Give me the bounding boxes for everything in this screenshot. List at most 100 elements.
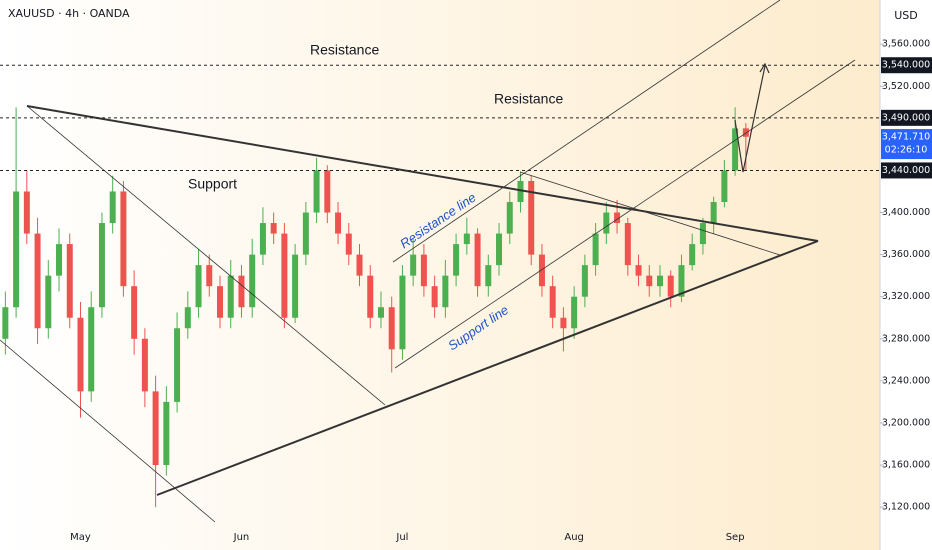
candle-body xyxy=(410,254,417,276)
level-box xyxy=(881,57,932,74)
candle-body xyxy=(474,233,481,287)
arrow-head xyxy=(759,62,770,74)
candle-body xyxy=(657,275,663,287)
candle-body xyxy=(463,233,470,245)
x-tick-label: Jul xyxy=(395,532,408,543)
level-box xyxy=(881,162,932,179)
y-tick-label: 3,560.000 xyxy=(882,39,930,50)
candle-body xyxy=(485,265,492,287)
candle-body xyxy=(431,286,438,308)
y-tick-label: 3,360.000 xyxy=(882,249,930,260)
level-label: 3,440.000 xyxy=(882,165,930,176)
candle-body xyxy=(292,254,299,318)
candle-body xyxy=(34,233,41,329)
candle-body xyxy=(98,223,105,308)
candle-body xyxy=(571,296,578,329)
candle-body xyxy=(131,286,138,339)
chart-title: XAUUSD · 4h · OANDA xyxy=(8,7,130,20)
level-label: 3,540.000 xyxy=(882,60,930,71)
candle-body xyxy=(603,212,610,234)
candle-body xyxy=(420,254,427,287)
candle-body xyxy=(356,254,363,276)
candle-body xyxy=(538,254,545,287)
triangle-lower xyxy=(156,240,819,496)
candle-body xyxy=(614,212,621,224)
candle-body xyxy=(699,223,706,245)
candle-body xyxy=(313,170,320,213)
channel-line xyxy=(26,105,386,406)
annotation: Resistance xyxy=(494,91,563,107)
candle-body xyxy=(377,307,384,318)
tick-layer: 3,120.000 3,160.000 3,200.000 3,240.000 3,28… xyxy=(70,39,930,543)
candle-body xyxy=(624,223,631,266)
candle-body xyxy=(592,233,599,266)
candle-body xyxy=(667,275,674,297)
candle-body xyxy=(23,191,30,234)
annotation: Resistance xyxy=(310,42,379,58)
x-tick-label: Jun xyxy=(233,532,250,543)
candle-body xyxy=(496,233,503,266)
candle-body xyxy=(259,223,266,255)
triangle-upper xyxy=(26,105,819,242)
candle-body xyxy=(109,191,116,224)
level-box xyxy=(881,109,932,126)
candle-body xyxy=(646,275,653,287)
candle-body xyxy=(227,275,234,318)
candle-body xyxy=(581,265,588,297)
candle-body xyxy=(345,233,352,255)
candle-body xyxy=(152,391,159,466)
candle-body xyxy=(689,244,696,266)
candle-layer xyxy=(2,107,749,508)
candle-body xyxy=(174,328,181,402)
candle-body xyxy=(88,307,95,392)
candle-body xyxy=(141,338,148,392)
candle-body xyxy=(2,307,9,339)
candle-body xyxy=(528,180,535,255)
resistance-line xyxy=(392,0,781,263)
x-tick-label: Sep xyxy=(726,532,745,543)
candle-body xyxy=(335,212,342,234)
candle-body xyxy=(184,307,191,329)
candle-body xyxy=(281,233,288,318)
support-line xyxy=(394,59,856,369)
plot-background xyxy=(0,0,880,550)
y-tick-label: 3,120.000 xyxy=(882,502,930,513)
projection-arrow xyxy=(734,65,766,173)
candle-body xyxy=(163,401,170,466)
candle-body xyxy=(206,265,213,287)
candle-body xyxy=(399,275,406,350)
candle-body xyxy=(742,128,749,137)
y-tick-label: 3,400.000 xyxy=(882,207,930,218)
y-tick-label: 3,280.000 xyxy=(882,333,930,344)
candle-body xyxy=(560,317,567,329)
candle-body xyxy=(367,275,374,318)
candle-body xyxy=(13,191,20,308)
candle-body xyxy=(442,275,449,308)
y-tick-label: 3,160.000 xyxy=(882,460,930,471)
y-axis-background xyxy=(880,0,932,550)
x-tick-label: May xyxy=(70,532,91,543)
candle-body xyxy=(217,286,223,318)
candle-body xyxy=(732,128,739,171)
price-box xyxy=(881,129,932,160)
y-axis-label: USD xyxy=(894,9,918,22)
channel-line xyxy=(0,339,216,523)
countdown: 02:26:10 xyxy=(885,145,928,156)
candle-body xyxy=(238,275,245,308)
candle-body xyxy=(678,265,685,297)
candle-body xyxy=(517,180,524,203)
candle-body xyxy=(56,244,63,276)
annotation: Support xyxy=(188,176,237,192)
drawings xyxy=(0,0,856,523)
candle-body xyxy=(195,265,202,308)
candle-body xyxy=(710,202,717,224)
level-layer: 3,540.000 3,490.000 3,440.000 3,471.710 02:2… xyxy=(0,57,932,179)
y-tick-label: 3,240.000 xyxy=(882,375,930,386)
candle-body xyxy=(388,307,395,350)
candle-body xyxy=(66,244,73,318)
x-tick-label: Aug xyxy=(564,532,584,543)
candle-body xyxy=(453,244,460,276)
y-tick-label: 3,200.000 xyxy=(882,417,930,428)
candle-body xyxy=(77,317,84,392)
